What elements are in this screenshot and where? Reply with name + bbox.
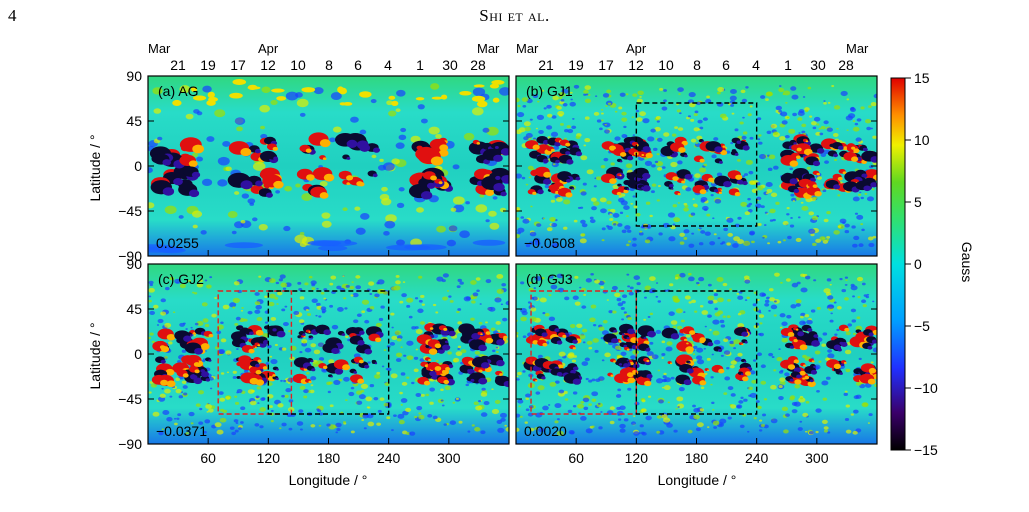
date-day-label: 12 xyxy=(628,57,644,73)
colorbar-tick-label: 15 xyxy=(914,70,930,86)
date-day-label: 10 xyxy=(658,57,674,73)
date-day-label: 17 xyxy=(598,57,614,73)
lon-tick-label: 120 xyxy=(625,450,649,466)
lon-tick-label: 300 xyxy=(805,450,829,466)
month-label: Mar xyxy=(148,41,171,56)
x-axis-label: Longitude / ° xyxy=(289,472,368,488)
date-day-label: 6 xyxy=(354,57,362,73)
lat-tick-label: −90 xyxy=(118,248,142,264)
y-axis-label: Latitude / ° xyxy=(87,322,103,389)
red-dashed-box xyxy=(530,290,638,415)
date-day-label: 1 xyxy=(784,57,792,73)
panel-title: (c) GJ2 xyxy=(158,271,204,287)
lat-tick-label: 0 xyxy=(134,346,142,362)
lon-tick-label: 180 xyxy=(685,450,709,466)
date-day-label: 28 xyxy=(470,57,486,73)
lon-tick-label: 60 xyxy=(568,450,584,466)
date-day-label: 1 xyxy=(416,57,424,73)
x-axis-label: Longitude / ° xyxy=(658,472,737,488)
red-dashed-box xyxy=(217,290,293,415)
colorbar-tick-label: 5 xyxy=(914,194,922,210)
date-day-label: 19 xyxy=(568,57,584,73)
panel-value: 0.0020 xyxy=(524,423,567,439)
black-dashed-box xyxy=(635,290,758,415)
lat-tick-label: −45 xyxy=(118,203,142,219)
colorbar: 15 10 5 0 −5 −10 −15 Gauss xyxy=(890,70,975,458)
date-day-label: 21 xyxy=(538,57,554,73)
lat-tick-label: 90 xyxy=(126,256,142,272)
date-day-label: 4 xyxy=(752,57,760,73)
panel-title: (a) AG xyxy=(158,83,198,99)
panel-value: 0.0255 xyxy=(156,235,199,251)
month-label: Apr xyxy=(258,41,279,56)
month-label: Apr xyxy=(626,41,647,56)
date-day-label: 4 xyxy=(384,57,392,73)
date-day-label: 6 xyxy=(722,57,730,73)
date-day-label: 10 xyxy=(290,57,306,73)
panel-value: −0.0508 xyxy=(524,235,575,251)
running-head: Shi et al. xyxy=(479,6,550,25)
map-panel-c: (c) GJ2 −0.0371 90 45 0 −45 −90 60 120 180 240 300 xyxy=(118,256,510,466)
date-day-label: 8 xyxy=(325,57,333,73)
magnetic-field-pattern xyxy=(148,79,509,254)
date-day-label: 28 xyxy=(838,57,854,73)
lat-tick-label: 90 xyxy=(126,68,142,84)
magnetic-field-pattern xyxy=(148,273,509,436)
date-day-label: 19 xyxy=(200,57,216,73)
colorbar-tick-label: −15 xyxy=(914,442,938,458)
colorbar-tick-label: −10 xyxy=(914,380,938,396)
lat-tick-label: −45 xyxy=(118,391,142,407)
page-number: 4 xyxy=(8,6,17,25)
map-panel-b: (b) GJ1 −0.0508 xyxy=(515,75,878,257)
colorbar-tick-label: −5 xyxy=(914,318,930,334)
lat-tick-label: 45 xyxy=(126,301,142,317)
panel-value: −0.0371 xyxy=(156,423,207,439)
panel-title: (d) GJ3 xyxy=(526,271,573,287)
month-label: Mar xyxy=(477,41,500,56)
date-day-label: 21 xyxy=(170,57,186,73)
lon-tick-label: 240 xyxy=(377,450,401,466)
y-axis-label: Latitude / ° xyxy=(87,134,103,201)
magnetic-field-pattern xyxy=(516,272,877,436)
panel-title: (b) GJ1 xyxy=(526,83,573,99)
magnetic-field-pattern xyxy=(516,84,877,248)
colorbar-gradient xyxy=(890,77,906,451)
colorbar-tick-label: 10 xyxy=(914,132,930,148)
top-date-axis: Mar Apr Mar Mar Apr Mar 21 19 17 12 10 8 6 4 1 30… xyxy=(148,41,869,73)
colorbar-tick-label: 0 xyxy=(914,256,922,272)
date-day-label: 30 xyxy=(810,57,826,73)
lon-tick-label: 180 xyxy=(317,450,341,466)
black-dashed-box xyxy=(635,102,758,227)
lon-tick-label: 240 xyxy=(745,450,769,466)
black-dashed-box xyxy=(267,290,390,415)
date-day-label: 17 xyxy=(230,57,246,73)
date-day-label: 12 xyxy=(260,57,276,73)
date-day-label: 30 xyxy=(442,57,458,73)
lon-tick-label: 300 xyxy=(437,450,461,466)
lat-tick-label: −90 xyxy=(118,436,142,452)
lat-tick-label: 45 xyxy=(126,113,142,129)
month-label: Mar xyxy=(516,41,539,56)
map-panel-a: (a) AG 0.0255 90 45 0 −45 −90 xyxy=(118,68,510,264)
lat-tick-label: 0 xyxy=(134,158,142,174)
date-day-label: 8 xyxy=(693,57,701,73)
lon-tick-label: 60 xyxy=(200,450,216,466)
lon-tick-label: 120 xyxy=(257,450,281,466)
colorbar-label: Gauss xyxy=(959,242,975,282)
month-label: Mar xyxy=(846,41,869,56)
